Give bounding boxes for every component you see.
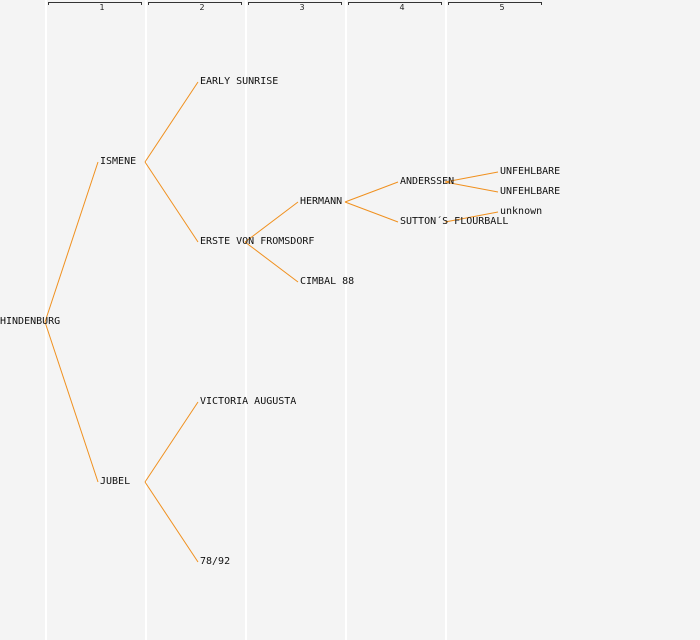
- pedigree-node[interactable]: VICTORIA AUGUSTA: [200, 396, 297, 407]
- generation-label: 4: [399, 3, 405, 12]
- generation-bracket: [48, 2, 142, 5]
- link-line: [144, 161, 199, 243]
- pedigree-node[interactable]: ISMENE: [100, 156, 137, 167]
- link-line: [144, 81, 199, 163]
- link-line: [444, 171, 499, 183]
- generation-divider: [445, 0, 447, 640]
- pedigree-node[interactable]: UNFEHLBARE: [500, 186, 561, 197]
- link-line: [444, 211, 499, 223]
- generation-divider: [345, 0, 347, 640]
- generation-bracket: [348, 2, 442, 5]
- generation-bracket: [248, 2, 342, 5]
- pedigree-node-root[interactable]: HINDENBURG: [0, 316, 61, 327]
- link-line: [244, 201, 299, 243]
- link-line: [444, 181, 499, 193]
- generation-bracket: [448, 2, 542, 5]
- link-line: [244, 241, 299, 283]
- generation-label: 1: [99, 3, 105, 12]
- link-line: [344, 201, 399, 223]
- generation-label: 5: [499, 3, 505, 12]
- pedigree-node[interactable]: unknown: [500, 206, 543, 217]
- link-line: [144, 481, 199, 563]
- pedigree-node[interactable]: JUBEL: [100, 476, 131, 487]
- pedigree-node[interactable]: 78/92: [200, 556, 231, 567]
- generation-label: 2: [199, 3, 205, 12]
- pedigree-node[interactable]: UNFEHLBARE: [500, 166, 561, 177]
- generation-bracket: [148, 2, 242, 5]
- pedigree-node[interactable]: CIMBAL 88: [300, 276, 355, 287]
- link-line: [44, 161, 99, 323]
- generation-divider: [145, 0, 147, 640]
- link-line: [344, 181, 399, 203]
- pedigree-node[interactable]: HERMANN: [300, 196, 343, 207]
- generation-label: 3: [299, 3, 305, 12]
- generation-divider: [245, 0, 247, 640]
- pedigree-node[interactable]: EARLY SUNRISE: [200, 76, 279, 87]
- pedigree-node[interactable]: ANDERSSEN: [400, 176, 455, 187]
- pedigree-node[interactable]: ERSTE VON FROMSDORF: [200, 236, 315, 247]
- link-line: [144, 401, 199, 483]
- link-line: [44, 321, 99, 483]
- pedigree-node[interactable]: SUTTON´S FLOURBALL: [400, 216, 509, 227]
